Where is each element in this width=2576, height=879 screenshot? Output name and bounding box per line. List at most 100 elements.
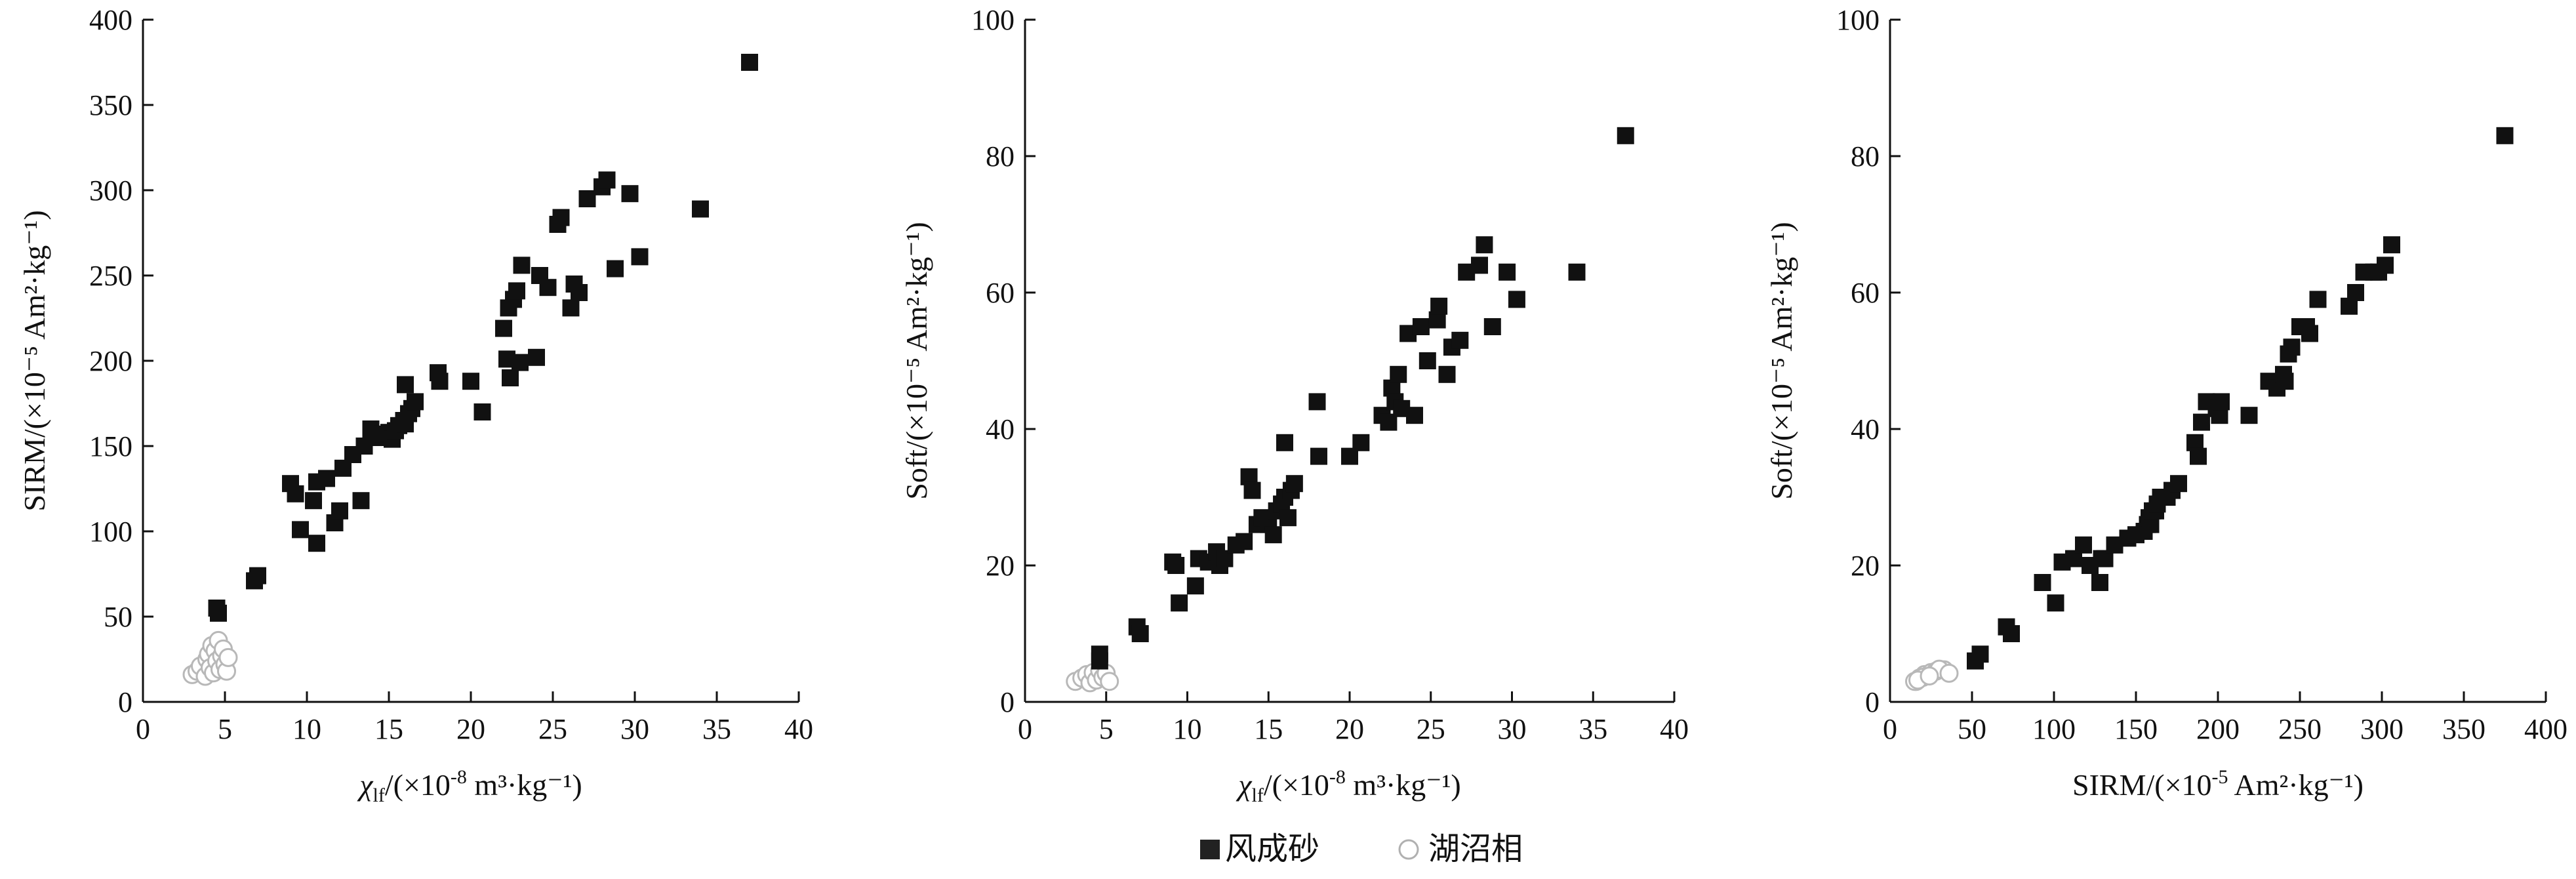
data-point-aeolian [1167, 557, 1185, 574]
data-point-aeolian [512, 354, 529, 371]
y-tick-label: 100 [1836, 4, 1880, 36]
data-point-aeolian [1476, 236, 1493, 254]
data-point-aeolian [407, 393, 424, 411]
data-point-aeolian [2347, 284, 2364, 301]
data-point-aeolian [1617, 127, 1634, 144]
data-point-aeolian [552, 209, 570, 226]
x-tick-label: 5 [1099, 713, 1114, 745]
panel-sirm-vs-chi: 0 5 10 15 20 25 30 35 40050100150200250300350400… [18, 4, 813, 806]
data-point-aeolian [621, 185, 639, 203]
legend: 风成砂 湖沼相 [1200, 830, 1523, 867]
data-point-aeolian [287, 485, 304, 502]
panel-soft-vs-chi: 0 5 10 15 20 25 30 35 40 0 20 40 60 80 100 χlf/(×10-8 m… [900, 4, 1689, 806]
data-point-lacustrine [1100, 672, 1119, 691]
x-tick-label: 200 [2196, 713, 2240, 745]
data-point-aeolian [528, 348, 545, 366]
data-point-aeolian [2283, 338, 2301, 356]
panel-soft-vs-sirm: 0 50 100 150 200 250 300 350 400 0 20 40 60 80 100 SIRM… [1765, 4, 2567, 802]
data-point-aeolian [539, 279, 557, 296]
y-tick-label: 100 [89, 516, 132, 548]
x-tick-label: 250 [2278, 713, 2322, 745]
data-point-aeolian [1508, 291, 1525, 308]
data-point-aeolian [1971, 645, 1989, 663]
y-tick-label: 0 [118, 686, 132, 718]
data-point-aeolian [2377, 256, 2394, 274]
data-point-aeolian [318, 470, 335, 487]
legend-label-aeolian: 风成砂 [1225, 830, 1319, 867]
data-point-aeolian [1131, 625, 1149, 642]
data-point-aeolian [1276, 434, 1293, 451]
data-point-aeolian [508, 282, 525, 300]
x-tick-label: 25 [1417, 713, 1445, 745]
data-point-aeolian [1471, 256, 1488, 274]
y-axis-title: Soft/(×10⁻⁵ Am²·kg⁻¹) [1765, 222, 1798, 500]
y-tick-label: 300 [89, 174, 132, 207]
y-tick-label: 350 [89, 89, 132, 121]
data-point-aeolian [1186, 577, 1204, 595]
data-point-lacustrine [1939, 663, 1959, 683]
data-point-aeolian [578, 190, 596, 207]
data-point-aeolian [1310, 447, 1327, 465]
y-tick-label: 400 [89, 4, 132, 36]
legend-marker-lacustrine [1398, 839, 1419, 860]
data-point-aeolian [2496, 127, 2514, 144]
x-tick-label: 0 [1883, 713, 1897, 745]
x-tick-label: 100 [2032, 713, 2076, 745]
data-point-aeolian [1412, 318, 1430, 335]
x-tick-label: 300 [2360, 713, 2404, 745]
y-tick-label: 150 [89, 430, 132, 462]
y-tick-label: 40 [1851, 413, 1880, 445]
data-point-aeolian [249, 567, 266, 584]
data-point-aeolian [1236, 533, 1253, 550]
data-point-aeolian [692, 200, 709, 218]
data-point-aeolian [1091, 645, 1108, 663]
x-tick-label: 30 [620, 713, 649, 745]
data-point-aeolian [1438, 365, 1456, 383]
y-tick-label: 20 [986, 550, 1015, 582]
x-tick-label: 400 [2524, 713, 2567, 745]
x-axis-title: χlf/(×10-8 m³·kg⁻¹) [1236, 766, 1460, 806]
data-point-aeolian [462, 373, 479, 390]
data-point-aeolian [2190, 447, 2207, 465]
x-tick-label: 20 [1335, 713, 1364, 745]
data-point-aeolian [2047, 594, 2064, 612]
data-point-lacustrine [218, 647, 238, 667]
data-point-aeolian [2170, 475, 2187, 493]
y-tick-label: 200 [89, 345, 132, 377]
data-point-aeolian [1568, 263, 1586, 281]
x-tick-label: 350 [2442, 713, 2485, 745]
data-point-aeolian [1419, 352, 1436, 369]
data-point-aeolian [571, 284, 588, 301]
data-point-aeolian [513, 256, 531, 274]
data-point-aeolian [2034, 574, 2051, 591]
data-point-aeolian [1483, 318, 1501, 335]
data-point-aeolian [2003, 625, 2020, 642]
x-tick-label: 25 [538, 713, 567, 745]
data-point-aeolian [473, 403, 491, 420]
y-tick-label: 40 [986, 413, 1015, 445]
legend-marker-aeolian [1200, 840, 1220, 859]
x-tick-label: 15 [1254, 713, 1283, 745]
data-point-aeolian [1499, 263, 1516, 281]
y-tick-label: 50 [104, 601, 132, 633]
data-point-aeolian [495, 319, 512, 337]
data-point-aeolian [305, 492, 322, 510]
y-tick-label: 60 [986, 277, 1015, 309]
y-tick-label: 0 [1865, 686, 1880, 718]
y-tick-label: 20 [1851, 550, 1880, 582]
data-point-aeolian [2276, 373, 2294, 390]
y-axis-title: Soft/(×10⁻⁵ Am²·kg⁻¹) [900, 222, 933, 500]
x-tick-label: 50 [1958, 713, 1986, 745]
data-point-aeolian [2091, 574, 2108, 591]
y-tick-label: 100 [971, 4, 1015, 36]
x-tick-label: 35 [1579, 713, 1607, 745]
data-point-aeolian [741, 54, 758, 71]
x-tick-label: 15 [374, 713, 403, 745]
data-point-aeolian [292, 521, 309, 539]
y-tick-label: 0 [1000, 686, 1015, 718]
data-point-aeolian [1285, 475, 1303, 493]
data-point-aeolian [1430, 297, 1448, 315]
x-axis-title: χlf/(×10-8 m³·kg⁻¹) [357, 766, 582, 806]
legend-label-lacustrine: 湖沼相 [1428, 830, 1523, 867]
data-point-aeolian [598, 171, 616, 189]
